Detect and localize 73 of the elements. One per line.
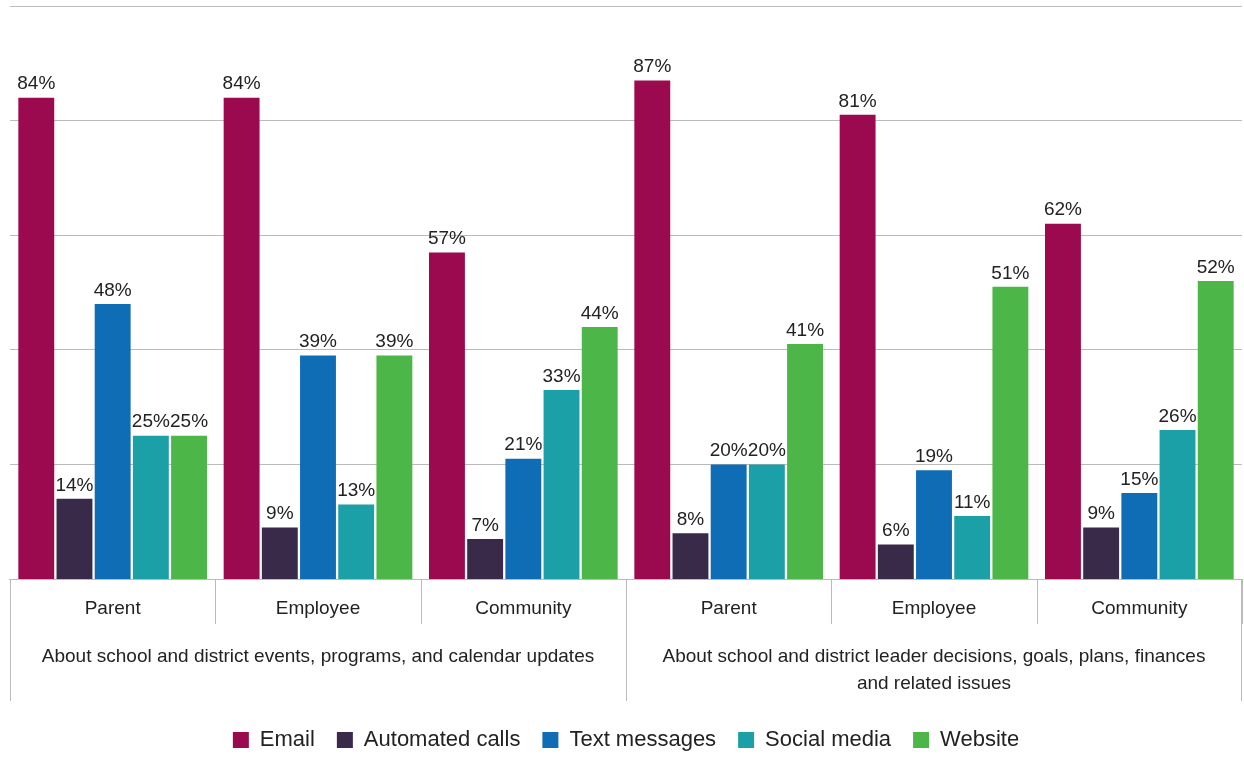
bar bbox=[18, 97, 55, 579]
bar bbox=[748, 464, 785, 579]
data-label: 57% bbox=[427, 227, 467, 249]
data-label: 20% bbox=[709, 439, 748, 461]
data-label: 15% bbox=[1120, 467, 1159, 489]
bar bbox=[1121, 493, 1158, 579]
bar bbox=[992, 286, 1029, 579]
x-tick-label: Community bbox=[475, 596, 572, 618]
bar bbox=[300, 355, 336, 579]
legend-label: Automated calls bbox=[363, 726, 521, 752]
legend-label: Email bbox=[259, 726, 315, 752]
data-label: 19% bbox=[914, 444, 954, 466]
data-label: 39% bbox=[298, 330, 338, 352]
bar bbox=[1159, 430, 1196, 579]
data-label: 6% bbox=[882, 519, 910, 541]
bar bbox=[56, 498, 93, 579]
data-label: 51% bbox=[991, 261, 1030, 283]
x-tick-label: Parent bbox=[700, 596, 758, 618]
legend-label: Text messages bbox=[569, 726, 717, 752]
data-label: 44% bbox=[580, 301, 619, 323]
bar bbox=[223, 97, 260, 579]
x-tick-label: Community bbox=[1091, 596, 1188, 618]
data-label: 20% bbox=[747, 439, 786, 461]
bar bbox=[1197, 281, 1234, 579]
bar bbox=[94, 303, 131, 579]
x-tick-label: Employee bbox=[275, 596, 361, 618]
data-label: 41% bbox=[786, 318, 825, 340]
legend-label: Website bbox=[940, 726, 1020, 752]
data-label: 48% bbox=[93, 278, 132, 300]
bar bbox=[916, 470, 952, 579]
data-label: 84% bbox=[17, 72, 56, 94]
data-label: 8% bbox=[676, 507, 705, 529]
bar bbox=[954, 515, 991, 579]
bar bbox=[429, 252, 465, 579]
legend-label: Social media bbox=[765, 726, 892, 752]
data-label: 81% bbox=[838, 89, 877, 111]
bar bbox=[581, 326, 618, 579]
data-label: 11% bbox=[953, 490, 991, 512]
data-label: 25% bbox=[131, 410, 170, 432]
bar bbox=[376, 355, 413, 579]
bar bbox=[787, 344, 823, 579]
data-label: 62% bbox=[1043, 198, 1083, 220]
data-label: 25% bbox=[170, 410, 209, 432]
data-label: 9% bbox=[266, 502, 294, 524]
bar bbox=[543, 389, 580, 579]
bar bbox=[1083, 527, 1120, 579]
data-label: 21% bbox=[504, 433, 543, 455]
x-tick-label: Employee bbox=[891, 596, 977, 618]
data-label: 87% bbox=[633, 55, 672, 77]
bar bbox=[1045, 223, 1081, 579]
data-label: 33% bbox=[542, 364, 581, 386]
bar bbox=[171, 435, 207, 579]
data-label: 13% bbox=[337, 479, 376, 501]
data-label: 9% bbox=[1087, 502, 1115, 524]
data-label: 14% bbox=[55, 473, 94, 495]
bar bbox=[710, 464, 747, 579]
data-label: 39% bbox=[375, 330, 414, 352]
bar bbox=[672, 533, 709, 579]
bar bbox=[467, 538, 504, 579]
data-label: 52% bbox=[1196, 255, 1235, 277]
text: About school and district events, programs, and calendar updates bbox=[41, 644, 595, 666]
bar bbox=[839, 114, 876, 579]
data-label: 26% bbox=[1158, 404, 1197, 426]
text: About school and district leader decisions, goals, plans, finances and related issues bbox=[662, 644, 1206, 693]
bar bbox=[634, 80, 671, 579]
bar bbox=[505, 458, 542, 579]
data-label: 84% bbox=[222, 72, 261, 94]
bar bbox=[877, 544, 914, 579]
x-tick-label: Parent bbox=[84, 596, 142, 618]
bar bbox=[132, 435, 169, 579]
data-label: 7% bbox=[471, 513, 499, 535]
bar bbox=[261, 527, 298, 579]
bar bbox=[338, 504, 375, 579]
